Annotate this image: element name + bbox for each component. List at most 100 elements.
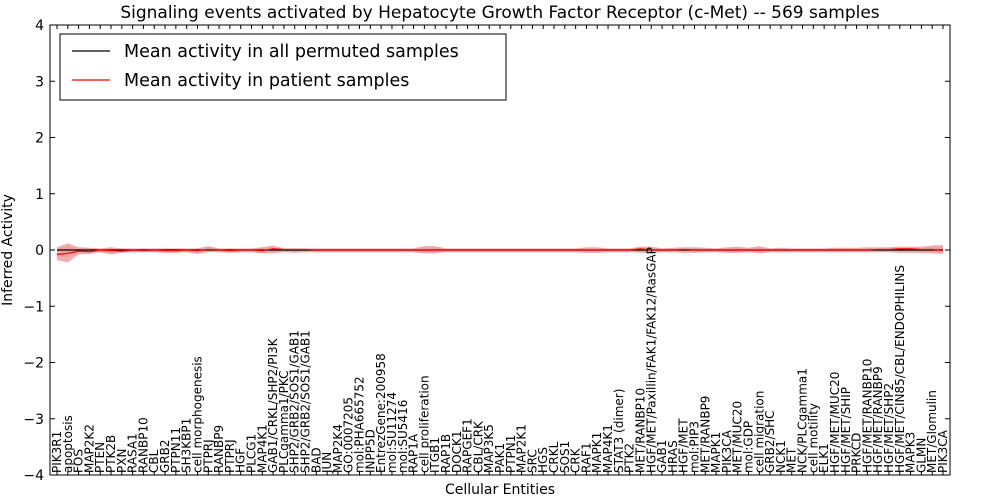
x-tick-label: HGF/MET/SHP2: [882, 383, 896, 473]
y-tick-label: 0: [35, 243, 44, 259]
x-tick-label: mol:PHA665752: [353, 376, 367, 473]
x-tick-label: HGF/MET/CIN85/CBL/ENDOPHILINS: [893, 265, 907, 473]
y-tick-label: 3: [35, 74, 44, 90]
y-axis-label: Inferred Activity: [0, 194, 16, 306]
x-tick-label: PIK3CA: [720, 429, 734, 473]
x-tick-label: cell migration: [752, 391, 766, 473]
x-tick-label: PTPRJ: [201, 439, 215, 473]
x-tick-label: PTPN1: [504, 435, 518, 473]
x-tick-label: cell proliferation: [417, 375, 431, 473]
x-tick-label: mol:GDP: [742, 421, 756, 473]
legend: Mean activity in all permuted samples Me…: [59, 33, 507, 101]
x-tick-label: SRC: [525, 449, 539, 473]
x-tick-label: GRB2: [158, 439, 172, 473]
x-tick-label: PLCgamma1/PKC: [277, 370, 291, 473]
x-tick-label: MAPK1: [590, 432, 604, 473]
x-tick-label: FOS: [72, 449, 86, 473]
x-tick-label: INPP5D: [363, 429, 377, 473]
x-tick-label: MET/MUC20: [731, 401, 745, 473]
x-tick-label: PTEN: [93, 442, 107, 473]
x-tick-label: mol:PIP3: [687, 421, 701, 473]
y-tick-label: −2: [23, 356, 44, 372]
x-tick-label: DOCK1: [450, 430, 464, 473]
x-tick-label: MAP3K5: [482, 424, 496, 473]
y-tick-label: −1: [23, 299, 44, 315]
x-tick-label: RANBP10: [136, 417, 150, 473]
x-tick-label: PTK2: [623, 443, 637, 473]
x-tick-label: CBL/CRK: [471, 420, 485, 473]
x-tick-label: PRKCD: [850, 433, 864, 473]
x-tick-label: GO:0007205: [342, 397, 356, 473]
y-tick-label: 4: [35, 18, 44, 34]
x-tick-label: RANBP9: [212, 425, 226, 473]
x-tick-label: NCK/PLCgamma1: [796, 368, 810, 473]
x-tick-label: RAP1B: [439, 434, 453, 473]
x-tick-label: HGS: [536, 447, 550, 473]
x-tick-label: CBL: [147, 449, 161, 473]
x-tick-label: MAP4K1: [601, 424, 615, 473]
legend-box: [59, 33, 507, 101]
x-tick-label: NCK1: [774, 440, 788, 473]
x-tick-label: PIK3R1: [50, 431, 64, 473]
y-tick-label: −3: [23, 412, 44, 428]
x-tick-label: PTPRJ: [223, 439, 237, 473]
chart-title: Signaling events activated by Hepatocyte…: [120, 3, 879, 23]
y-tick-label: 1: [35, 187, 44, 203]
x-tick-label: PXN: [115, 449, 129, 473]
series-line-patient: [56, 248, 944, 256]
x-tick-label: CRKL: [547, 441, 561, 473]
x-tick-label: mol:SU5416: [396, 400, 410, 473]
x-tick-label: MAP2K2: [82, 424, 96, 473]
x-tick-label: MET: [785, 447, 799, 473]
x-tick-label: MAP2K4: [331, 424, 345, 473]
x-tick-label: RAF1: [579, 442, 593, 473]
x-tick-label: HRAS: [666, 440, 680, 473]
x-tick-label: PIK3CA: [936, 429, 950, 473]
patient-confidence-band: [57, 243, 943, 263]
x-tick-label: RAPGEF1: [461, 418, 475, 473]
x-tick-label: SOS1: [558, 441, 572, 473]
x-tick-label: RASA1: [126, 433, 140, 473]
x-tick-label: HGF/MET/MUC20: [828, 372, 842, 473]
x-tick-label: MAP4K1: [255, 424, 269, 473]
x-tick-label: ITGB1: [428, 437, 442, 473]
x-tick-label: MAPK1: [709, 432, 723, 473]
x-tick-label: MAP2K1: [515, 424, 529, 473]
x-tick-label: STAT3 (dimer): [612, 389, 626, 473]
x-tick-label: SHP2/GRB2/SOS1/GAB1: [288, 330, 302, 473]
x-tick-label: SHP2/GRB2/SOS1/GAB1: [299, 330, 313, 473]
x-tick-label: HGF/MET: [677, 418, 691, 473]
x-tick-label: CRK: [569, 447, 583, 473]
x-tick-label: BAD: [309, 447, 323, 473]
x-tick-label: GAB1/CRKL/SHP2/PI3K: [266, 337, 280, 473]
x-tick-label: mol:SU11274: [385, 392, 399, 473]
x-tick-label: PLCG1: [244, 434, 258, 473]
y-tick-label: −4: [23, 468, 44, 484]
x-tick-label: JUN: [320, 452, 334, 474]
x-tick-label: MET/RANBP9: [698, 396, 712, 473]
x-tick-label: MAPK3: [904, 432, 918, 473]
x-tick-label: GAB1: [655, 440, 669, 473]
x-tick-label: HGF: [234, 448, 248, 473]
x-tick-label: RAP1A: [407, 433, 421, 473]
x-tick-label: HGF/MET/Paxillin/FAK1/FAK12/RasGAP: [644, 247, 658, 473]
x-tick-label: EntrezGene:200958: [374, 353, 388, 473]
x-tick-label: HGF/MET/SHIP: [839, 387, 853, 473]
x-tick-label: SH3KBP1: [180, 418, 194, 473]
legend-label-patient: Mean activity in patient samples: [124, 71, 409, 91]
x-tick-label: PTPN11: [169, 427, 183, 473]
y-tick-label: 2: [35, 131, 44, 147]
x-tick-label: HGF/MET/RANBP9: [871, 366, 885, 473]
x-tick-label: HGF/MET/RANBP10: [860, 359, 874, 473]
x-tick-label: PTK2B: [104, 435, 118, 473]
legend-label-permuted: Mean activity in all permuted samples: [124, 42, 459, 62]
x-tick-label: cell morphogenesis: [190, 356, 204, 473]
x-tick-label: GRB2/SHC: [763, 410, 777, 473]
x-tick-label: cell motility: [806, 403, 820, 473]
x-tick-label: GLMN: [914, 438, 928, 473]
x-tick-label: ELK1: [817, 443, 831, 473]
x-tick-label: MET/RANBP10: [633, 388, 647, 473]
x-tick-label: PAK1: [493, 443, 507, 473]
x-tick-label: apoptosis: [61, 415, 75, 473]
